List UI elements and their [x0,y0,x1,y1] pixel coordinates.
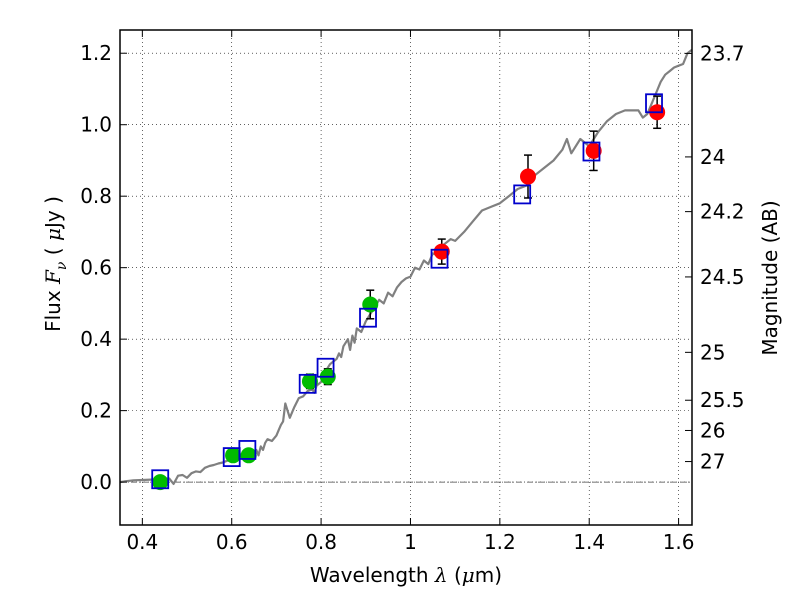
y-tick-label: 0.4 [80,327,112,351]
x-axis-label: Wavelength λ (μm) [310,563,502,587]
y-tick-label: 0.2 [80,399,112,423]
model-square [582,141,601,162]
observed-points [152,104,666,491]
y-tick-label: 0.6 [80,256,112,280]
y2-tick-label: 26 [700,418,725,442]
x-tick-label: 0.4 [126,530,158,554]
nir-point [433,243,450,260]
x-tick-label: 0.6 [216,530,248,554]
y2-tick-labels: 23.7 24 24.2 24.5 25 25.5 26 27 [700,41,745,473]
model-square [645,93,663,114]
nir-point [519,168,536,185]
y-tick-labels: 0.0 0.2 0.4 0.6 0.8 1.0 1.2 [80,41,112,494]
model-square [316,357,335,378]
y-tick-label: 1.2 [80,41,112,65]
y2-axis-label: Magnitude (AB) [758,200,782,355]
x-tick-label: 1.4 [573,530,605,554]
y2-tick-label: 27 [700,450,725,474]
y-axis-label: Flux Fν ( μJy ) [41,196,70,332]
y2-tick-label: 24 [700,145,725,169]
x-tick-label: 1.6 [663,530,695,554]
x-tick-labels: 0.4 0.6 0.8 1 1.2 1.4 1.6 [126,530,694,554]
optical-point [301,373,318,390]
y2-tick-label: 23.7 [700,41,745,65]
model-square [151,469,170,490]
y-tick-label: 0.0 [80,470,112,494]
model-square [359,307,377,328]
optical-point [240,447,257,464]
y-tick-label: 0.8 [80,184,112,208]
x-tick-label: 1 [404,530,417,554]
model-squares [151,93,663,490]
model-square [238,440,257,460]
x-tick-label: 1.2 [484,530,516,554]
x-tick-label: 0.8 [305,530,337,554]
axis-ticks [120,30,692,525]
model-square [430,248,449,269]
optical-point [225,447,242,464]
y2-tick-label: 24.2 [700,200,745,224]
y2-tick-label: 25.5 [700,388,745,412]
spectrum-line [119,48,693,485]
model-square [513,184,532,205]
optical-point [152,474,169,491]
model-square [298,373,317,394]
y2-tick-label: 25 [700,340,725,364]
nir-point [585,142,602,159]
model-spectrum [119,48,693,485]
y-tick-label: 1.0 [80,113,112,137]
plot-frame [119,29,693,526]
y2-tick-label: 24.5 [700,265,745,289]
